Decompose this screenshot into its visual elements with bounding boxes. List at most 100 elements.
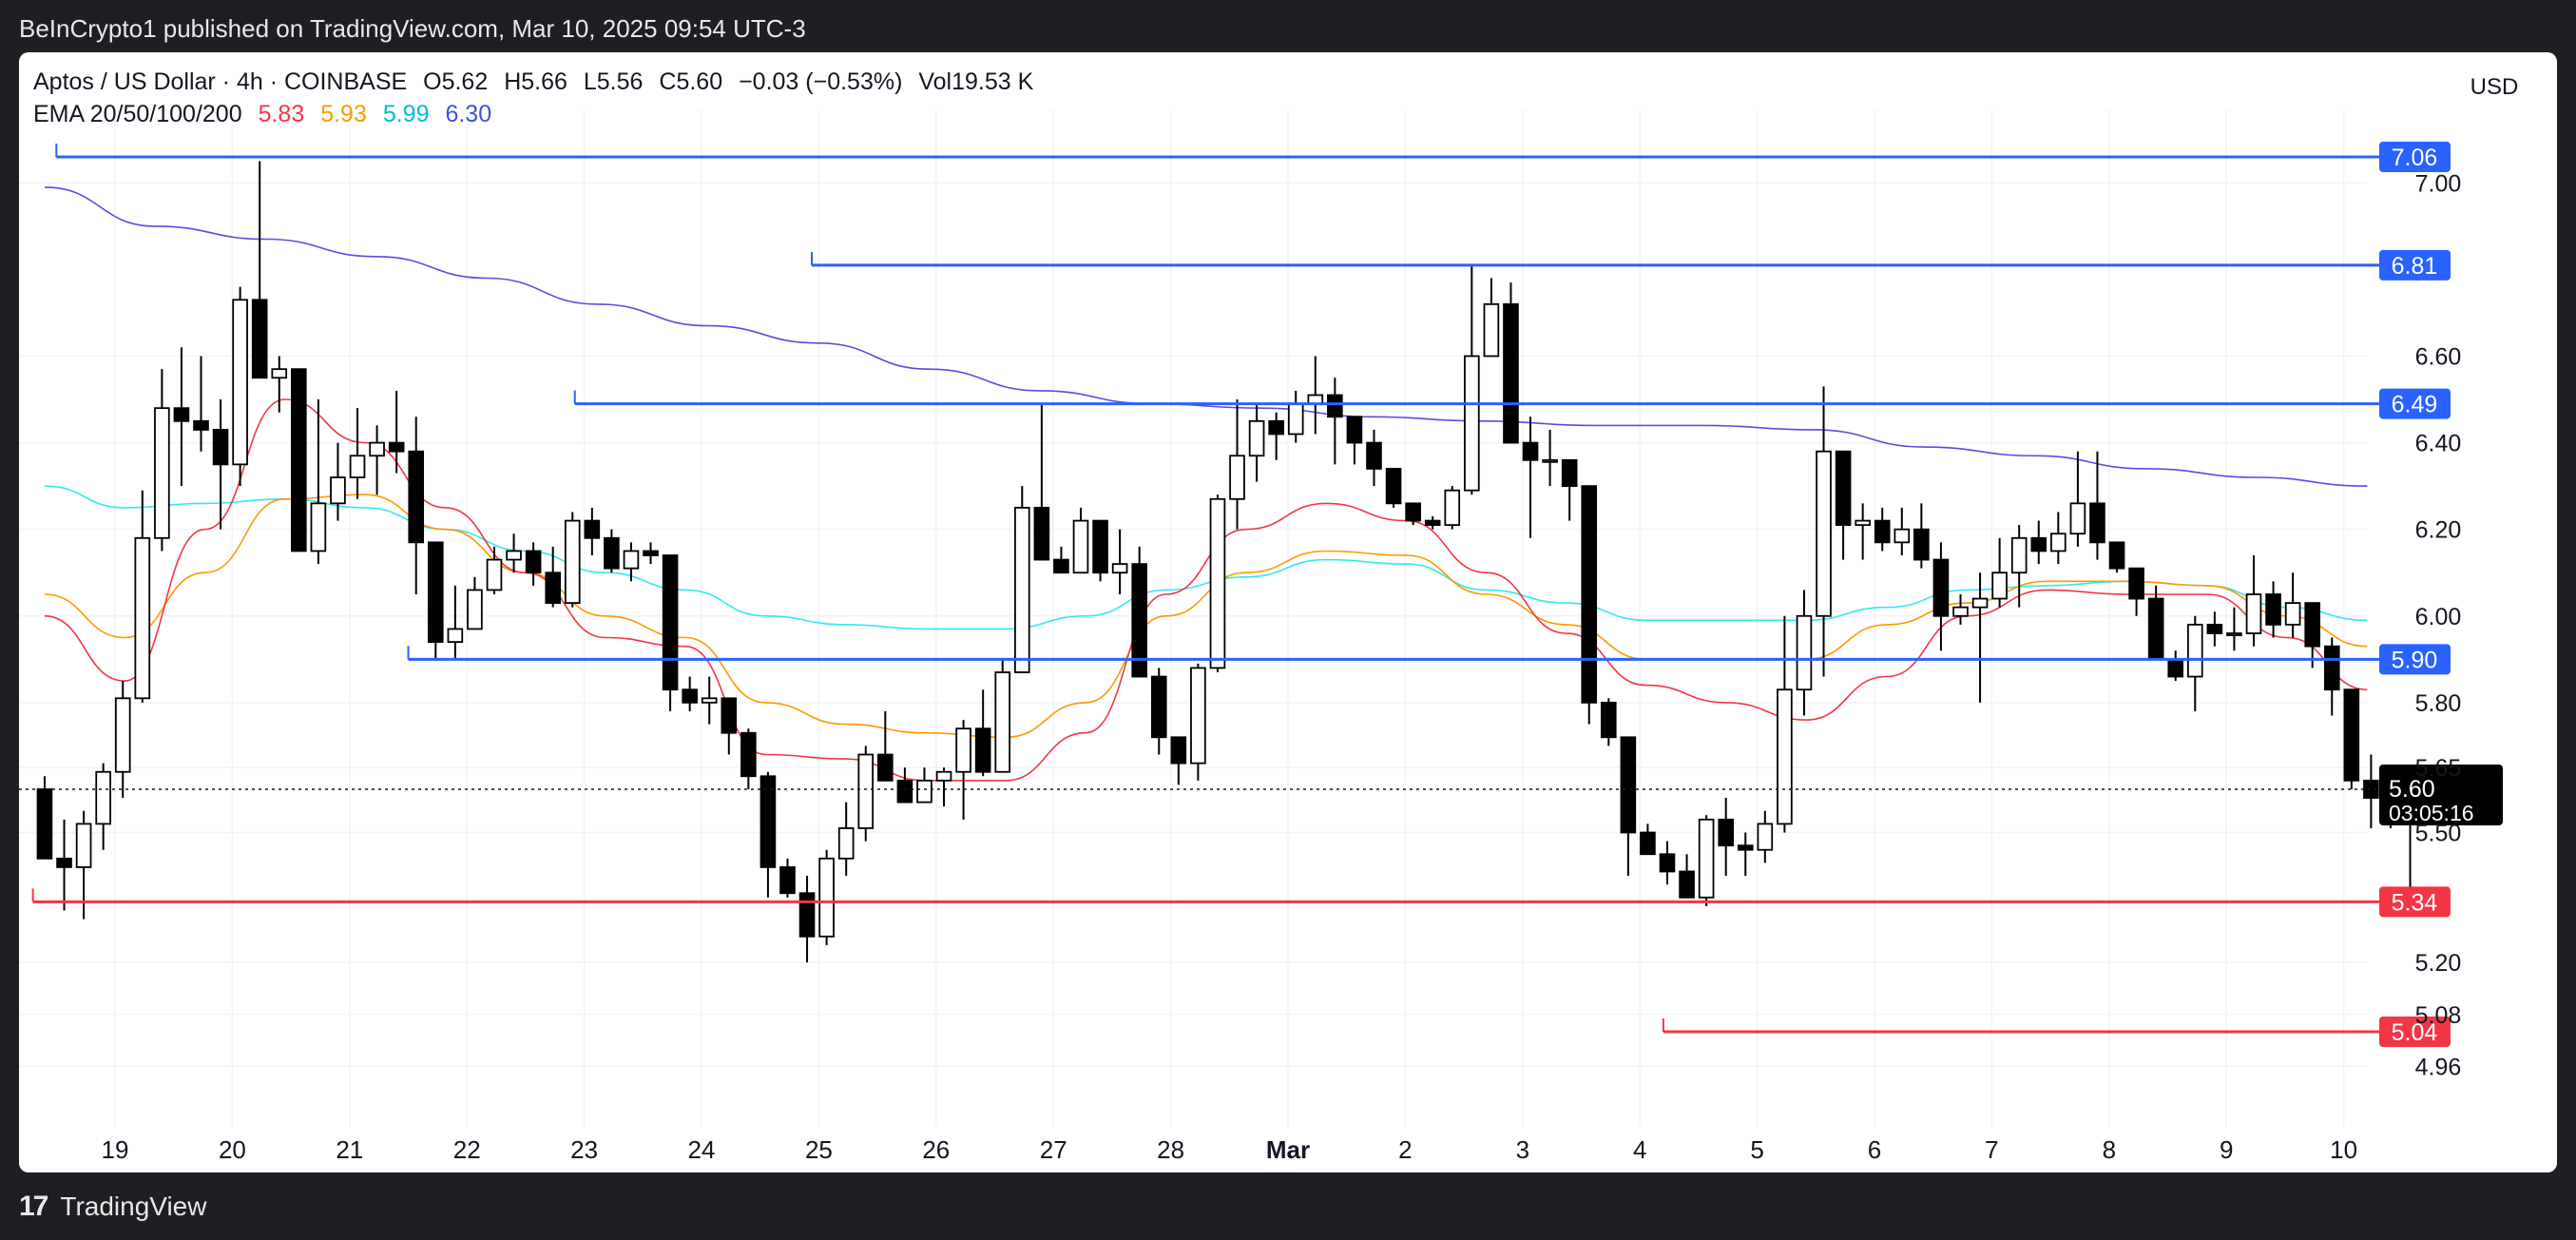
candle-body-down <box>1620 736 1637 834</box>
candle <box>486 546 503 594</box>
support-label[interactable]: 5.34 <box>2379 886 2451 918</box>
candle <box>1424 516 1441 530</box>
candle <box>1150 668 1167 755</box>
resistance-label[interactable]: 5.90 <box>2379 644 2451 675</box>
candle <box>1053 546 1069 574</box>
ema200-line <box>44 186 2368 487</box>
candle <box>271 356 288 413</box>
y-tick-label: 6.40 <box>2415 431 2462 457</box>
change-value: −0.03 (−0.53%) <box>739 68 903 95</box>
level-value: 6.49 <box>2392 392 2438 418</box>
candle-body-up <box>1464 355 1480 492</box>
x-tick-label: 19 <box>102 1135 129 1164</box>
publisher-line: BeInCrypto1 published on TradingView.com… <box>19 14 806 43</box>
y-axis[interactable]: 7.00 6.60 6.40 6.20 6.00 5.80 5.65 5.50 5.20 5.08… <box>2415 170 2462 1080</box>
candle-body-down <box>1424 519 1441 527</box>
candle <box>2108 541 2125 573</box>
ema50-value: 5.93 <box>320 101 367 127</box>
candle <box>1718 798 1734 877</box>
candle <box>740 728 757 789</box>
candle <box>1209 494 1226 672</box>
candle-body-up <box>2069 502 2086 535</box>
candle-body-down <box>1092 519 1108 574</box>
candle-body-down <box>1053 558 1069 574</box>
y-tick-label: 5.80 <box>2415 690 2462 717</box>
candle <box>1971 572 1989 703</box>
candle <box>1464 264 1480 495</box>
support-label[interactable]: 5.04 <box>2379 1017 2451 1047</box>
levels: 7.06 6.81 6.49 5.90 5.34 5.04 <box>31 142 2451 1047</box>
brand-name[interactable]: TradingView <box>60 1191 207 1221</box>
candle-body-up <box>1894 528 1911 544</box>
candle-body-down <box>1718 818 1734 847</box>
resistance-label[interactable]: 7.06 <box>2379 142 2451 172</box>
chart-panel[interactable]: 7.06 6.81 6.49 5.90 5.34 5.04 5.60 03:05:16 7.… <box>19 52 2557 1172</box>
candle <box>2089 451 2105 560</box>
candle-body-up <box>623 550 640 570</box>
candle <box>447 585 464 660</box>
candle-body-up <box>701 697 718 704</box>
candle-body-down <box>1170 736 1187 765</box>
candle <box>2363 754 2379 828</box>
candle-body-down <box>759 775 777 868</box>
candle <box>798 876 816 963</box>
candle <box>1952 594 1969 625</box>
candle <box>2226 607 2242 651</box>
candle-body-down <box>643 550 659 556</box>
candle-body-up <box>1796 614 1813 691</box>
candle-body-up <box>2050 533 2067 552</box>
candle-body-down <box>1640 831 1656 856</box>
level-value: 5.04 <box>2392 1019 2438 1046</box>
candle <box>935 767 952 807</box>
candle <box>1366 429 1382 487</box>
chart-legend: Aptos / US Dollar · 4h · COINBASE O5.62 … <box>33 66 1043 130</box>
candle-body-down <box>1659 853 1676 873</box>
candle-body-up <box>2245 593 2262 634</box>
candle-body-up <box>1855 519 1871 527</box>
y-tick-label: 6.00 <box>2415 604 2462 630</box>
candle <box>1346 416 1363 465</box>
currency-button[interactable]: USD <box>2446 66 2543 109</box>
resistance-label[interactable]: 6.49 <box>2379 388 2451 419</box>
level-tag <box>2379 142 2451 172</box>
last-price-value: 5.60 <box>2389 776 2435 803</box>
y-tick-label: 6.20 <box>2415 517 2462 544</box>
y-tick-label: 5.20 <box>2415 950 2462 977</box>
x-tick-label: 20 <box>219 1135 246 1164</box>
candle <box>1874 507 1891 552</box>
candle-body-down <box>1366 441 1382 470</box>
candle <box>2010 525 2028 608</box>
low-value: L5.56 <box>583 68 644 95</box>
candle <box>779 858 796 898</box>
candle-body-up <box>1287 402 1304 436</box>
candle <box>467 576 483 630</box>
candle <box>330 442 346 521</box>
candle <box>721 697 738 755</box>
candle <box>1092 519 1108 582</box>
candle <box>1932 542 1950 651</box>
tradingview-logo-icon[interactable]: 17 <box>19 1190 48 1222</box>
candle <box>95 763 111 850</box>
candle-body-down <box>721 697 738 734</box>
candle-body-down <box>604 536 620 570</box>
y-tick-label: 5.65 <box>2415 755 2462 782</box>
ema100-value: 5.99 <box>382 101 430 127</box>
candle-body-up <box>1190 667 1206 765</box>
y-tick-label: 5.50 <box>2415 820 2462 846</box>
x-axis[interactable]: 19 20 21 22 23 24 25 26 27 28 Mar 2 3 4 5 6 7 8 9 10 <box>102 1135 2358 1164</box>
ema-label[interactable]: EMA 20/50/100/200 <box>33 101 242 127</box>
symbol-label[interactable]: Aptos / US Dollar · 4h · COINBASE <box>33 68 408 95</box>
candle-body-down <box>1932 558 1950 617</box>
candle <box>310 399 327 565</box>
candle <box>623 542 640 582</box>
x-tick-label: 25 <box>805 1135 833 1164</box>
candle-body-up <box>2010 536 2028 574</box>
x-tick-label: 22 <box>453 1135 481 1164</box>
candle <box>1131 546 1147 678</box>
x-tick-label: 9 <box>2220 1135 2233 1164</box>
candle <box>1698 815 1715 906</box>
resistance-label[interactable]: 6.81 <box>2379 249 2451 281</box>
candle-body-down <box>1405 502 1421 522</box>
